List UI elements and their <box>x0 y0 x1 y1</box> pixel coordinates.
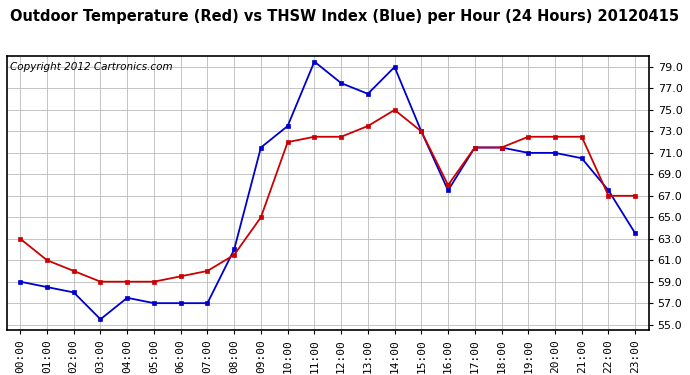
Text: Copyright 2012 Cartronics.com: Copyright 2012 Cartronics.com <box>10 62 172 72</box>
Text: Outdoor Temperature (Red) vs THSW Index (Blue) per Hour (24 Hours) 20120415: Outdoor Temperature (Red) vs THSW Index … <box>10 9 680 24</box>
